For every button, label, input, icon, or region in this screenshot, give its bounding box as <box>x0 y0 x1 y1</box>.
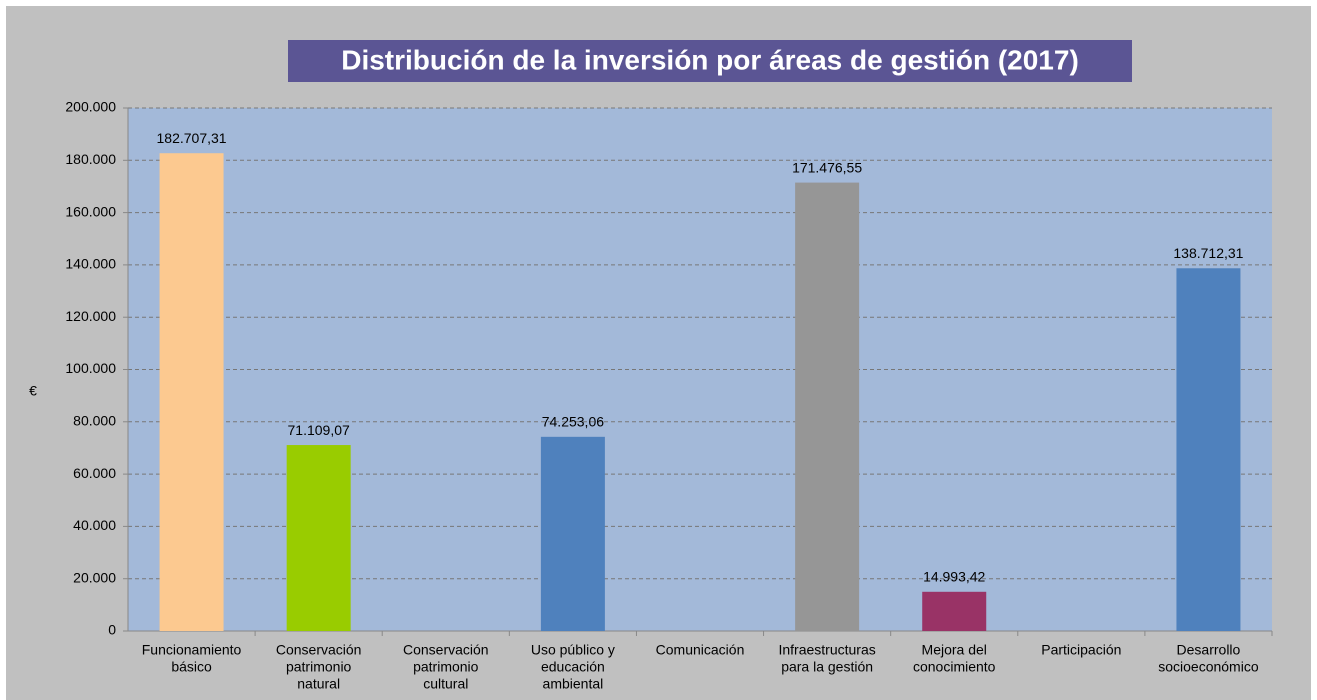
x-tick-label: Comunicación <box>656 642 745 658</box>
bar <box>795 182 860 632</box>
data-label: 138.712,31 <box>1173 245 1243 261</box>
x-tick-label: Conservación <box>403 642 489 658</box>
y-tick-label: 160.000 <box>65 203 116 219</box>
y-tick-label: 180.000 <box>65 151 116 167</box>
x-tick-label: Conservación <box>276 642 362 658</box>
x-tick-label: patrimonio <box>413 659 479 675</box>
y-axis-label: € <box>29 383 37 399</box>
x-tick-label: cultural <box>423 676 468 692</box>
y-tick-label: 20.000 <box>73 569 116 585</box>
x-tick-label: Uso público y <box>531 642 615 658</box>
data-label: 171.476,55 <box>792 159 862 175</box>
x-tick-label: Mejora del <box>922 642 987 658</box>
chart-title: Distribución de la inversión por áreas d… <box>341 44 1079 75</box>
data-label: 182.707,31 <box>157 130 227 146</box>
y-tick-label: 60.000 <box>73 465 116 481</box>
x-tick-label: Participación <box>1041 642 1121 658</box>
title-box <box>288 40 1132 82</box>
y-tick-label: 120.000 <box>65 308 116 324</box>
y-tick-label: 100.000 <box>65 360 116 376</box>
x-tick-label: Desarrollo <box>1177 642 1241 658</box>
y-tick-label: 40.000 <box>73 517 116 533</box>
data-label: 74.253,06 <box>542 414 604 430</box>
y-tick-label: 80.000 <box>73 413 116 429</box>
data-label: 71.109,07 <box>288 422 350 438</box>
x-tick-label: Infraestructuras <box>778 642 875 658</box>
bar <box>286 445 351 631</box>
x-tick-label: educación <box>541 659 605 675</box>
x-tick-label: socioeconómico <box>1158 659 1259 675</box>
x-tick-label: básico <box>171 659 212 675</box>
data-label: 14.993,42 <box>923 568 985 584</box>
x-tick-label: ambiental <box>543 676 604 692</box>
x-tick-label: patrimonio <box>286 659 352 675</box>
x-tick-label: Funcionamiento <box>142 642 242 658</box>
y-tick-label: 140.000 <box>65 256 116 272</box>
y-tick-label: 200.000 <box>65 99 116 115</box>
x-tick-label: natural <box>297 676 340 692</box>
bar <box>922 591 987 631</box>
x-tick-label: para la gestión <box>781 659 873 675</box>
bar <box>159 153 224 631</box>
x-tick-label: conocimiento <box>913 659 996 675</box>
bar <box>1176 268 1241 631</box>
y-tick-label: 0 <box>108 622 116 638</box>
bar <box>540 436 605 631</box>
